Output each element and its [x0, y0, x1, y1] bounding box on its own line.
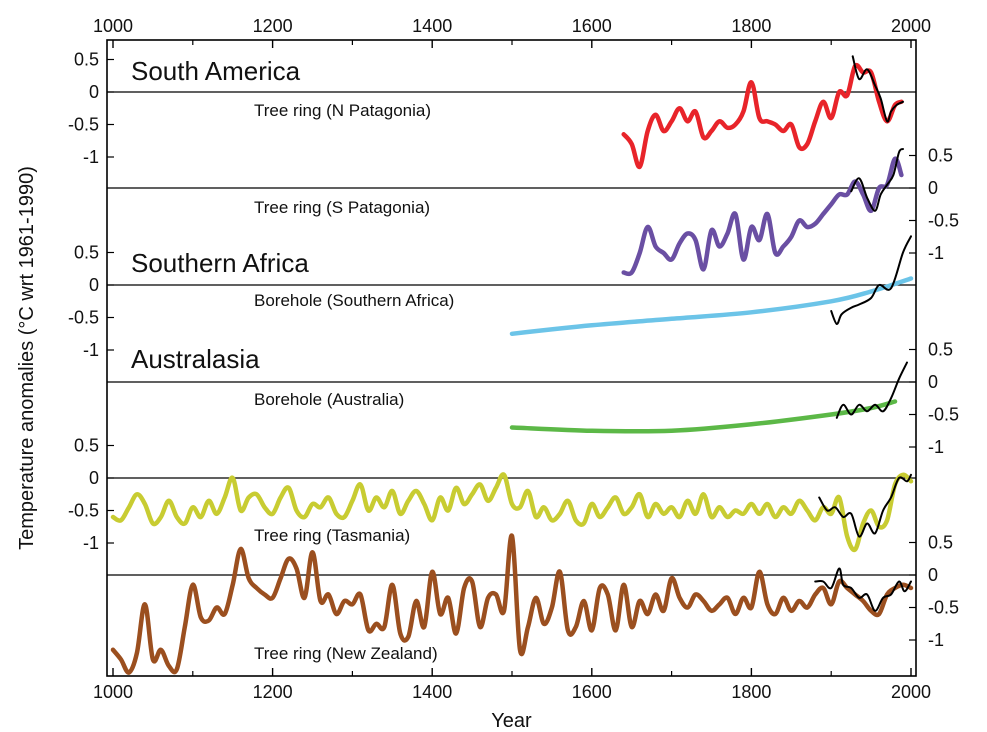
- instrumental-line: [830, 235, 912, 325]
- y-tick-label-left: 0.5: [74, 50, 99, 70]
- x-tick-label-top: 1000: [93, 16, 133, 36]
- y-tick-label-right: 0: [928, 372, 938, 392]
- series-line: [509, 276, 914, 337]
- series-label: Tree ring (N Patagonia): [254, 101, 431, 120]
- y-tick-label-right: -1: [928, 437, 944, 457]
- instrumental-line: [814, 567, 912, 612]
- x-tick-label-bottom: 1600: [572, 682, 612, 702]
- y-tick-label-right: -0.5: [928, 211, 959, 231]
- y-tick-label-left: 0.5: [74, 436, 99, 456]
- x-tick-label-bottom: 1000: [93, 682, 133, 702]
- y-tick-label-left: -0.5: [68, 115, 99, 135]
- region-title: Australasia: [131, 344, 260, 374]
- x-tick-label-bottom: 2000: [891, 682, 931, 702]
- instrumental-line: [835, 361, 908, 419]
- x-tick-label-bottom: 1800: [731, 682, 771, 702]
- series-line: [110, 472, 914, 553]
- series-line: [621, 156, 904, 277]
- x-tick-label-bottom: 1200: [253, 682, 293, 702]
- x-tick-label-bottom: 1400: [412, 682, 452, 702]
- y-tick-label-left: 0: [89, 82, 99, 102]
- series-line: [621, 62, 904, 170]
- region-title: South America: [131, 56, 301, 86]
- series-label: Tree ring (Tasmania): [254, 526, 410, 545]
- y-tick-label-right: 0: [928, 178, 938, 198]
- series-label: Tree ring (New Zealand): [254, 644, 438, 663]
- y-tick-label-left: -1: [83, 533, 99, 553]
- y-tick-label-right: -1: [928, 243, 944, 263]
- x-axis-title: Year: [491, 710, 532, 732]
- y-tick-label-left: 0: [89, 275, 99, 295]
- y-tick-label-left: -1: [83, 340, 99, 360]
- y-tick-label-left: -0.5: [68, 308, 99, 328]
- x-tick-label-top: 2000: [891, 16, 931, 36]
- y-tick-label-right: -0.5: [928, 598, 959, 618]
- series-label: Borehole (Southern Africa): [254, 291, 454, 310]
- y-tick-label-right: -0.5: [928, 405, 959, 425]
- series-label: Tree ring (S Patagonia): [254, 198, 430, 217]
- y-tick-label-left: 0: [89, 468, 99, 488]
- y-tick-label-left: -0.5: [68, 501, 99, 521]
- instrumental-line: [851, 55, 904, 123]
- y-tick-label-right: 0.5: [928, 533, 953, 553]
- y-tick-label-left: -1: [83, 147, 99, 167]
- x-tick-label-top: 1800: [731, 16, 771, 36]
- region-title: Southern Africa: [131, 248, 309, 278]
- series-label: Borehole (Australia): [254, 390, 404, 409]
- y-tick-label-right: 0.5: [928, 146, 953, 166]
- instrumental-line: [818, 473, 912, 538]
- y-tick-label-right: 0.5: [928, 340, 953, 360]
- series-line: [110, 533, 914, 675]
- x-tick-label-top: 1400: [412, 16, 452, 36]
- y-axis-title: Temperature anomalies (°C wrt 1961-1990): [16, 166, 38, 550]
- y-tick-label-left: 0.5: [74, 243, 99, 263]
- x-tick-label-top: 1200: [253, 16, 293, 36]
- instrumental-line: [850, 148, 904, 212]
- x-tick-label-top: 1600: [572, 16, 612, 36]
- y-tick-label-right: 0: [928, 565, 938, 585]
- y-tick-label-right: -1: [928, 630, 944, 650]
